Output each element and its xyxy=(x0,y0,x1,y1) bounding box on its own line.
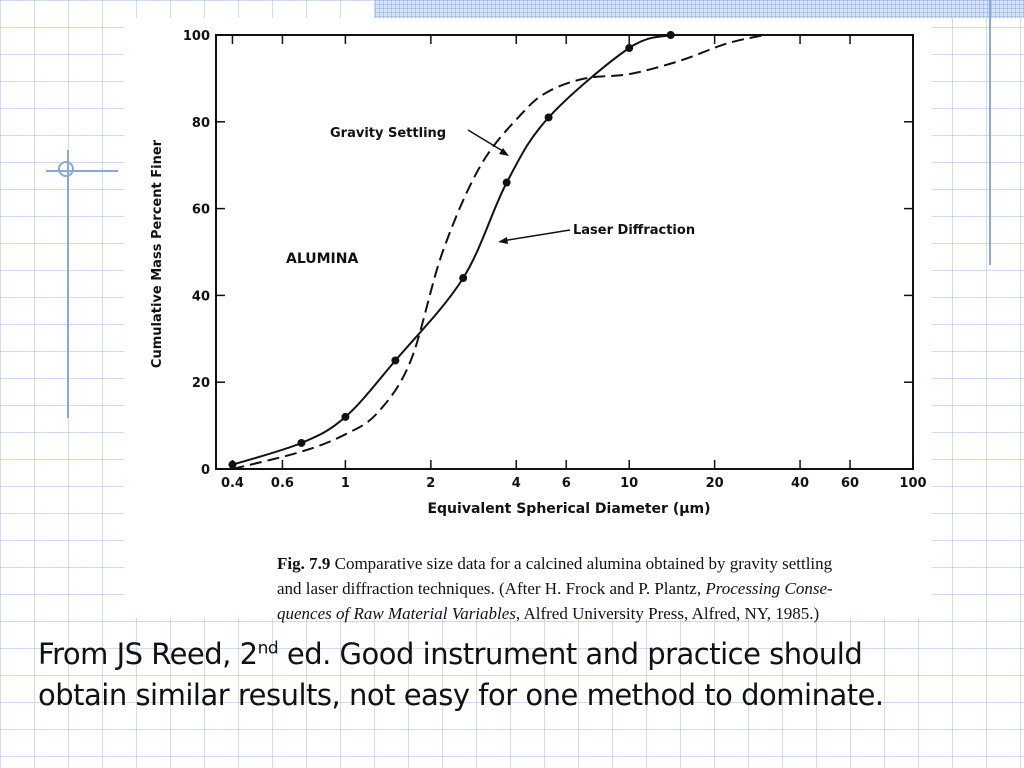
y-axis-label: Cumulative Mass Percent Finer xyxy=(150,139,165,368)
laser-diffraction-point xyxy=(391,356,400,365)
caption-text-2: and laser diffraction techniques. (After… xyxy=(277,579,706,598)
laser-diffraction-label: Laser Diffraction xyxy=(573,223,695,238)
caption-fig-label: Fig. 7.9 xyxy=(277,554,331,573)
top-decorative-band xyxy=(375,0,1024,18)
laser-diffraction-point xyxy=(341,412,350,421)
y-tick-label: 20 xyxy=(192,376,210,391)
caption-text-3: , Alfred University Press, Alfred, NY, 1… xyxy=(515,604,820,623)
x-tick-label: 0.4 xyxy=(221,476,244,491)
caption-italic-2: Processing Conse- xyxy=(705,579,833,598)
laser-diffraction-annotation: Laser Diffraction xyxy=(498,223,695,244)
y-tick-label: 60 xyxy=(192,203,210,218)
x-tick-label: 2 xyxy=(426,476,435,491)
figure-caption: Fig. 7.9 Comparative size data for a cal… xyxy=(277,551,1024,626)
material-label: ALUMINA xyxy=(286,251,358,267)
x-tick-label: 0.6 xyxy=(271,476,294,491)
gravity-settling-annotation: Gravity Settling xyxy=(330,126,509,156)
x-tick-label: 60 xyxy=(841,476,859,491)
slide-body-text: From JS Reed, 2nd ed. Good instrument an… xyxy=(38,634,998,716)
x-tick-label: 20 xyxy=(706,476,724,491)
y-tick-label: 40 xyxy=(192,289,210,304)
slide-body-line-1-post: ed. Good instrument and practice should xyxy=(278,637,863,671)
y-tick-label: 80 xyxy=(192,116,210,131)
right-decorative-rule xyxy=(989,0,991,265)
laser-diffraction-point xyxy=(544,113,553,122)
laser-diffraction-point xyxy=(666,31,675,39)
laser-diffraction-arrow xyxy=(501,229,571,242)
y-axis: 0 20 40 60 80 100 xyxy=(183,29,913,478)
slide-body-line-1-pre: From JS Reed, 2 xyxy=(38,637,258,671)
plot-frame xyxy=(215,34,914,470)
caption-line-3: quences of Raw Material Variables, Alfre… xyxy=(277,601,1024,626)
laser-diffraction-point xyxy=(459,274,468,283)
figure-panel: 0 20 40 60 80 100 0.4 0.6 1 2 4 6 10 20 40 60 100 Cumul… xyxy=(124,18,932,623)
laser-diffraction-point xyxy=(502,178,511,187)
left-decorative-circle xyxy=(58,161,74,177)
gravity-settling-label: Gravity Settling xyxy=(330,126,446,141)
x-axis-label: Equivalent Spherical Diameter (µm) xyxy=(427,501,710,517)
chart: 0 20 40 60 80 100 0.4 0.6 1 2 4 6 10 20 40 60 100 Cumul… xyxy=(150,29,927,517)
x-tick-label: 1 xyxy=(341,476,350,491)
caption-text-1: Comparative size data for a calcined alu… xyxy=(330,554,833,573)
caption-line-2: and laser diffraction techniques. (After… xyxy=(277,576,1024,601)
caption-line-1: Fig. 7.9 Comparative size data for a cal… xyxy=(277,551,1024,576)
laser-diffraction-point xyxy=(228,460,237,469)
x-tick-label: 40 xyxy=(791,476,809,491)
y-tick-label: 0 xyxy=(201,463,210,478)
gravity-settling-arrowhead xyxy=(499,148,509,156)
left-decorative-rule xyxy=(67,150,69,418)
slide-body-superscript: nd xyxy=(257,638,279,659)
series-layer xyxy=(228,31,765,470)
laser-diffraction-point xyxy=(297,438,306,447)
slide-body-line-2: obtain similar results, not easy for one… xyxy=(38,678,884,712)
laser-diffraction-arrowhead xyxy=(498,237,508,244)
laser-diffraction-line xyxy=(232,34,672,466)
y-tick-label: 100 xyxy=(183,29,210,44)
x-tick-label: 10 xyxy=(620,476,638,491)
laser-diffraction-point xyxy=(625,44,634,53)
x-tick-label: 4 xyxy=(512,476,521,491)
caption-italic-3: quences of Raw Material Variables xyxy=(277,604,516,623)
slide-body-line-1: From JS Reed, 2nd ed. Good instrument an… xyxy=(38,634,998,675)
x-tick-label: 6 xyxy=(562,476,571,491)
x-tick-label: 100 xyxy=(899,476,926,491)
gravity-settling-arrow xyxy=(467,129,507,154)
left-decorative-hrule xyxy=(46,170,118,172)
gravity-settling-line xyxy=(232,34,765,470)
